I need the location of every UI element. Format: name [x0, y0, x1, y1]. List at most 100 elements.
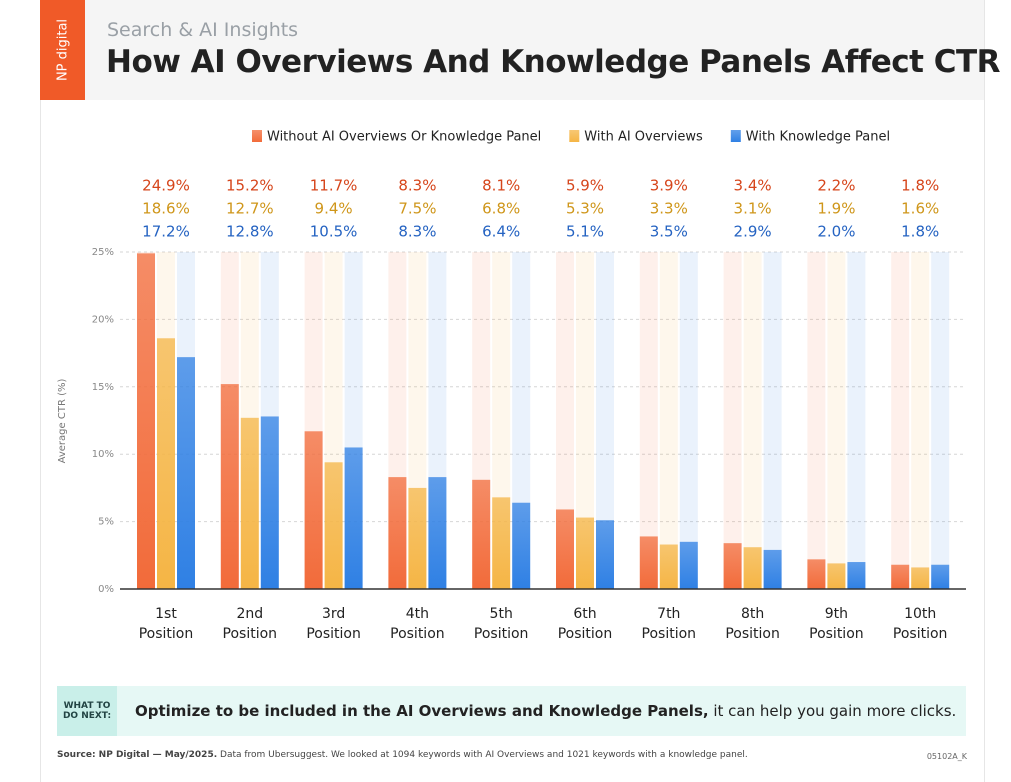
bar — [763, 549, 782, 589]
value-label: 15.2% — [226, 177, 274, 195]
code: 05102A_K — [926, 752, 967, 761]
y-tick-label: 10% — [92, 449, 114, 460]
value-label: 2.2% — [817, 177, 855, 195]
bar — [492, 497, 511, 589]
value-label: 3.1% — [734, 200, 772, 218]
bar — [428, 477, 447, 589]
callout-bold: Optimize to be included in the AI Overvi… — [135, 702, 709, 720]
x-tick-label: 5th Position — [473, 606, 529, 642]
bar-track — [763, 252, 782, 589]
y-tick-label: 0% — [98, 584, 114, 595]
value-label: 12.7% — [226, 200, 274, 218]
bar — [659, 544, 678, 589]
bar — [911, 567, 930, 589]
value-label: 9.4% — [315, 200, 353, 218]
value-label: 2.9% — [734, 223, 772, 241]
y-axis-label: Average CTR (%) — [57, 379, 68, 464]
bar — [408, 487, 427, 589]
bar-track — [891, 252, 910, 589]
y-tick-label: 15% — [92, 382, 114, 393]
bar — [512, 502, 531, 589]
bar — [743, 547, 762, 589]
x-tick-label: 9th Position — [809, 606, 864, 642]
value-label: 1.6% — [901, 200, 939, 218]
bar — [891, 564, 910, 589]
value-label: 12.8% — [226, 223, 274, 241]
value-label: 3.4% — [734, 177, 772, 195]
bar — [847, 562, 866, 589]
bar — [220, 384, 239, 589]
callout-text: it can help you gain more clicks. — [713, 702, 957, 720]
frame — [40, 0, 985, 782]
bar — [596, 520, 614, 589]
value-label: 6.8% — [482, 200, 520, 218]
bar-track — [911, 252, 930, 589]
value-label: 8.3% — [398, 223, 436, 241]
legend-label: With AI Overviews — [584, 130, 703, 145]
legend-swatch — [730, 130, 741, 142]
bar-track — [827, 252, 846, 589]
bar — [639, 536, 658, 589]
subtitle: Search & AI Insights — [107, 19, 299, 41]
bar-track — [679, 252, 698, 589]
x-tick-label: 7th Position — [641, 606, 697, 642]
value-label: 17.2% — [142, 223, 190, 241]
value-label: 6.4% — [482, 223, 520, 241]
x-tick-label: 2nd Position — [222, 606, 278, 642]
footer: Source: NP Digital — May/2025. Data from… — [57, 750, 748, 760]
header — [40, 0, 984, 100]
bar-track — [743, 252, 762, 589]
y-tick-label: 5% — [98, 517, 114, 528]
value-label: 5.1% — [566, 223, 604, 241]
bar — [177, 357, 195, 589]
bar-track — [576, 252, 594, 589]
bar — [304, 431, 323, 589]
legend-label: With Knowledge Panel — [746, 130, 890, 145]
bar-track — [723, 252, 742, 589]
callout: WHAT TO DO NEXT: Optimize to be included… — [57, 686, 966, 736]
value-label: 3.5% — [650, 223, 688, 241]
bar — [576, 517, 594, 589]
legend-swatch — [569, 130, 580, 142]
callout-message: Optimize to be included in the AI Overvi… — [135, 702, 956, 720]
legend-label: Without AI Overviews Or Knowledge Panel — [267, 130, 541, 145]
bar — [472, 479, 491, 589]
source: Source: NP Digital — May/2025. — [57, 750, 218, 760]
bar — [723, 543, 742, 589]
bar — [240, 417, 259, 589]
value-label: 8.1% — [482, 177, 520, 195]
bar-track — [556, 252, 574, 589]
value-label: 8.3% — [398, 177, 436, 195]
x-tick-label: 8th Position — [725, 606, 780, 642]
bar — [388, 477, 407, 589]
x-tick-label: 1st Position — [138, 606, 194, 642]
footer-note: Data from Ubersuggest. We looked at 1094… — [220, 750, 748, 760]
value-label: 5.9% — [566, 177, 604, 195]
bar-track — [931, 252, 950, 589]
value-label: 18.6% — [142, 200, 190, 218]
y-tick-label: 25% — [92, 247, 114, 258]
bar — [137, 253, 155, 589]
bar — [679, 541, 698, 589]
value-label: 1.8% — [901, 177, 939, 195]
logo: NP digital — [40, 0, 85, 100]
bar-track — [847, 252, 866, 589]
value-label: 2.0% — [817, 223, 855, 241]
bar — [324, 462, 343, 589]
x-tick-label: 4th Position — [390, 606, 445, 642]
bar-track — [807, 252, 826, 589]
bar — [556, 509, 574, 589]
bar-track — [596, 252, 614, 589]
bar — [807, 559, 826, 589]
bar — [827, 563, 846, 589]
value-label: 1.8% — [901, 223, 939, 241]
value-label: 7.5% — [398, 200, 436, 218]
bar — [344, 447, 363, 589]
value-label: 5.3% — [566, 200, 604, 218]
x-tick-label: 10th Position — [892, 606, 948, 642]
value-label: 11.7% — [310, 177, 358, 195]
bar-track — [659, 252, 678, 589]
y-tick-label: 20% — [92, 314, 114, 325]
